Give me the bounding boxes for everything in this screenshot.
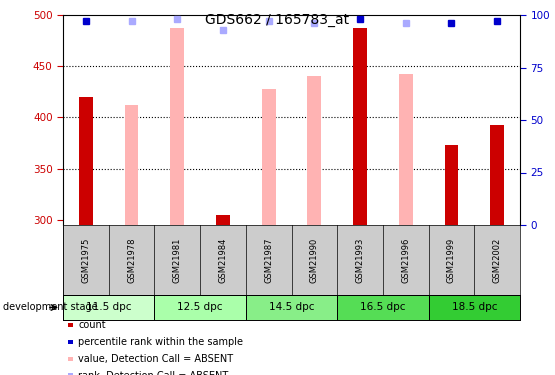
Text: GSM21978: GSM21978 [127, 237, 136, 283]
Bar [262, 89, 275, 225]
Bar [216, 215, 230, 225]
Bar [399, 74, 412, 225]
Text: GSM21993: GSM21993 [356, 237, 365, 283]
Text: GSM21981: GSM21981 [173, 237, 181, 283]
Text: GSM21984: GSM21984 [219, 237, 228, 283]
Bar [353, 28, 367, 225]
Text: 11.5 dpc: 11.5 dpc [86, 303, 132, 312]
Text: 14.5 dpc: 14.5 dpc [269, 303, 314, 312]
Text: GSM21999: GSM21999 [447, 237, 456, 283]
Bar [490, 124, 504, 225]
Text: rank, Detection Call = ABSENT: rank, Detection Call = ABSENT [78, 370, 228, 375]
Bar [246, 295, 337, 320]
Text: 18.5 dpc: 18.5 dpc [452, 303, 497, 312]
Bar [307, 76, 321, 225]
Text: 16.5 dpc: 16.5 dpc [360, 303, 406, 312]
Text: GSM22002: GSM22002 [493, 237, 502, 283]
Text: GSM21990: GSM21990 [310, 237, 319, 283]
Text: 12.5 dpc: 12.5 dpc [178, 303, 223, 312]
Text: development stage: development stage [3, 303, 97, 312]
Text: GSM21987: GSM21987 [264, 237, 273, 283]
Text: percentile rank within the sample: percentile rank within the sample [78, 337, 243, 347]
Text: count: count [78, 320, 105, 330]
Text: GSM21975: GSM21975 [82, 237, 90, 283]
Bar [445, 145, 458, 225]
Bar [79, 97, 93, 225]
Bar [170, 28, 184, 225]
Text: value, Detection Call = ABSENT: value, Detection Call = ABSENT [78, 354, 233, 364]
Bar [125, 105, 138, 225]
Bar [337, 295, 428, 320]
Text: GSM21996: GSM21996 [401, 237, 410, 283]
Bar [154, 295, 246, 320]
Bar [63, 295, 154, 320]
Text: GDS662 / 165783_at: GDS662 / 165783_at [205, 13, 350, 27]
Bar [428, 295, 520, 320]
